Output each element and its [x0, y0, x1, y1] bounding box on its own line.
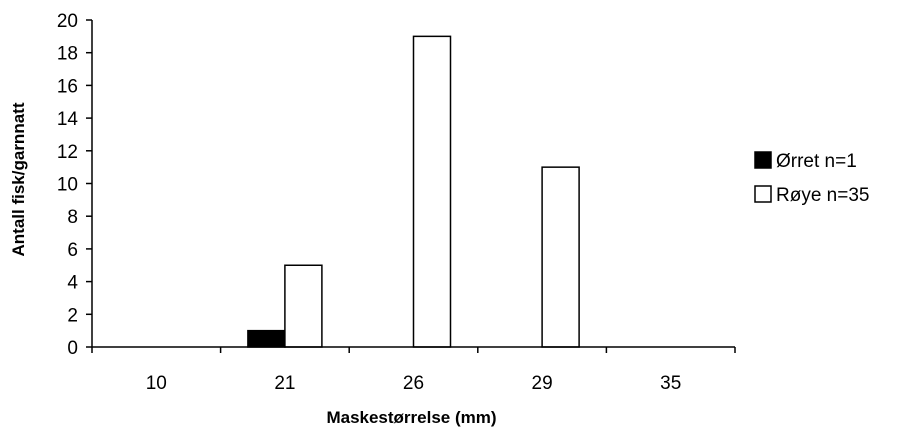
x-tick-label: 35	[660, 373, 681, 394]
x-tick-label: 21	[274, 373, 295, 394]
y-tick-label: 14	[57, 109, 79, 130]
bar-roye	[284, 264, 323, 348]
y-tick-label: 0	[67, 338, 78, 359]
y-tick-label: 12	[57, 142, 78, 163]
y-tick-label: 16	[57, 76, 78, 97]
y-tick-label: 6	[67, 240, 78, 261]
legend-swatch	[754, 185, 772, 203]
y-axis-ticks: 0 2 4 6 8 10 12 14 16 18 20	[57, 11, 92, 359]
y-tick-label: 20	[57, 11, 78, 32]
bar-roye	[541, 166, 580, 348]
legend-label: Røye n=35	[776, 185, 869, 206]
bar-orret	[247, 329, 286, 348]
x-axis-ticks: 10 21 26 29 35	[91, 347, 736, 394]
y-tick-label: 10	[57, 175, 78, 196]
y-tick-label: 8	[67, 207, 78, 228]
legend-swatch	[754, 151, 772, 169]
bar-roye	[412, 35, 452, 348]
x-tick-label: 26	[403, 373, 424, 394]
y-tick-label: 18	[57, 44, 78, 65]
x-tick-label: 10	[146, 373, 167, 394]
legend-label: Ørret n=1	[776, 151, 857, 172]
y-tick-label: 4	[67, 273, 78, 294]
legend: Ørret n=1 Røye n=35	[754, 151, 869, 206]
y-tick-label: 2	[67, 305, 78, 326]
x-axis-title: Maskestørrelse (mm)	[326, 408, 496, 427]
x-tick-label: 29	[532, 373, 553, 394]
bars	[247, 35, 580, 348]
y-axis-title: Antall fisk/garnnatt	[9, 102, 28, 256]
